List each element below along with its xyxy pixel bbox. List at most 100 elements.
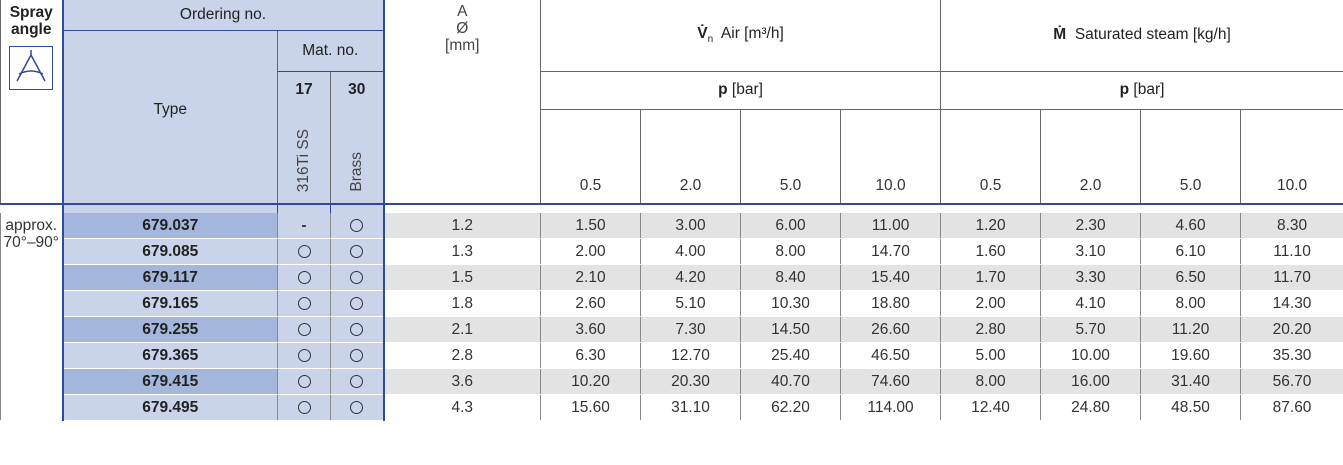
spray-angle-label-line2: angle — [11, 21, 52, 38]
steam-flow-cell: 8.30 — [1240, 213, 1343, 239]
air-flow-cell: 15.60 — [540, 394, 641, 421]
steam-flow-cell: 31.40 — [1140, 368, 1242, 395]
air-flow-cell: 62.20 — [740, 394, 841, 421]
diameter-cell: 3.6 — [383, 368, 541, 395]
air-flow-cell: 3.00 — [640, 213, 741, 239]
angle-line2: 70°–90° — [3, 234, 60, 251]
material-availability-cell — [277, 368, 331, 395]
steam-flow-cell: 4.10 — [1040, 290, 1142, 317]
spray-angle-value: approx. 70°–90° — [0, 213, 63, 421]
spray-angle-label-line1: Spray — [9, 4, 53, 21]
steam-flow-cell: 2.80 — [940, 316, 1042, 343]
mat-17-label-cell: 316Ti SS — [277, 109, 331, 205]
available-circle-icon — [297, 322, 311, 336]
available-circle-icon — [350, 400, 364, 414]
air-flow-cell: 25.40 — [740, 342, 841, 369]
diameter-unit: [mm] — [445, 37, 480, 54]
air-flow-cell: 2.00 — [540, 238, 641, 265]
air-flow-cell: 1.50 — [540, 213, 641, 239]
material-availability-cell — [277, 394, 331, 421]
spray-angle-icon — [9, 46, 54, 90]
steam-p-symbol: p — [1119, 81, 1130, 98]
air-p-symbol: p — [718, 81, 728, 98]
mat-17-label: 316Ti SS — [295, 128, 312, 192]
material-availability-cell — [330, 368, 385, 395]
steam-flow-cell: 3.10 — [1040, 238, 1142, 265]
material-availability-cell — [330, 290, 385, 317]
air-flow-cell: 10.20 — [540, 368, 641, 395]
steam-flow-cell: 35.30 — [1240, 342, 1343, 369]
available-circle-icon — [297, 400, 311, 414]
mat-30-label-cell: Brass — [330, 109, 385, 205]
air-flow-cell: 20.30 — [640, 368, 741, 395]
steam-flow-cell: 56.70 — [1240, 368, 1343, 395]
available-circle-icon — [350, 374, 364, 388]
steam-pressure-1: 2.0 — [1040, 109, 1142, 205]
steam-flow-cell: 14.30 — [1240, 290, 1343, 317]
diameter-header: A Ø [mm] — [383, 0, 541, 205]
steam-flow-cell: 2.30 — [1040, 213, 1142, 239]
air-flow-cell: 4.00 — [640, 238, 741, 265]
type-cell: 679.117 — [61, 264, 278, 291]
steam-flow-cell: 11.70 — [1240, 264, 1343, 291]
air-flow-cell: 31.10 — [640, 394, 741, 421]
type-cell: 679.085 — [61, 238, 278, 265]
available-circle-icon — [350, 270, 364, 284]
diameter-cell: 1.5 — [383, 264, 541, 291]
material-availability-cell — [330, 316, 385, 343]
air-flow-cell: 5.10 — [640, 290, 741, 317]
steam-flow-cell: 1.70 — [940, 264, 1042, 291]
table-row: 679.415 3.6 10.20 20.30 40.70 74.60 8.00 16.00 3… — [1, 368, 1343, 395]
type-header: Type — [61, 30, 278, 205]
material-availability-cell — [277, 342, 331, 369]
available-circle-icon — [350, 296, 364, 310]
steam-flow-cell: 16.00 — [1040, 368, 1142, 395]
steam-flow-cell: 1.20 — [940, 213, 1042, 239]
steam-flow-cell: 6.10 — [1140, 238, 1242, 265]
mat-30-header: 30 — [330, 71, 385, 109]
available-circle-icon — [297, 296, 311, 310]
steam-flow-cell: 87.60 — [1240, 394, 1343, 421]
table-row: 679.165 1.8 2.60 5.10 10.30 18.80 2.00 4.10 8.00… — [1, 290, 1343, 317]
material-availability-cell — [330, 264, 385, 291]
diameter-cell: 4.3 — [383, 394, 541, 421]
air-p-unit: [bar] — [731, 81, 763, 98]
air-pressure-3: 10.0 — [839, 109, 942, 205]
ordering-no-header: Ordering no. — [61, 0, 385, 31]
material-availability-cell: - — [277, 213, 331, 239]
steam-label: Saturated steam [kg/h] — [1074, 26, 1231, 44]
angle-line1: approx. — [5, 217, 58, 234]
material-availability-cell — [277, 290, 331, 317]
table-row: 679.495 4.3 15.60 31.10 62.20 114.00 12.40 24.8… — [1, 394, 1343, 421]
air-flow-cell: 15.40 — [839, 264, 942, 291]
air-label: Air [m³/h] — [720, 25, 784, 43]
steam-flow-cell: 10.00 — [1040, 342, 1142, 369]
type-cell: 679.365 — [61, 342, 278, 369]
steam-flow-header: Ṁ Saturated steam [kg/h] — [940, 0, 1343, 72]
mat-no-header: Mat. no. — [277, 30, 385, 72]
steam-flow-cell: 12.40 — [940, 394, 1042, 421]
steam-flow-cell: 3.30 — [1040, 264, 1142, 291]
material-availability-cell — [277, 238, 331, 265]
air-flow-cell: 12.70 — [640, 342, 741, 369]
available-circle-icon — [297, 244, 311, 258]
type-cell: 679.495 — [61, 394, 278, 421]
air-flow-cell: 4.20 — [640, 264, 741, 291]
available-circle-icon — [297, 348, 311, 362]
table-row: 679.085 1.3 2.00 4.00 8.00 14.70 1.60 3.10 6.10 1… — [1, 238, 1343, 265]
steam-pressure-header: p [bar] — [940, 71, 1343, 110]
air-flow-cell: 8.40 — [740, 264, 841, 291]
air-flow-cell: 114.00 — [839, 394, 942, 421]
nozzle-data-table: Spray angle Ordering no. A Ø [mm] — [0, 0, 1343, 421]
air-pressure-header: p [bar] — [539, 71, 942, 110]
air-flow-cell: 6.00 — [740, 213, 841, 239]
air-flow-cell: 11.00 — [839, 213, 942, 239]
table-row: approx. 70°–90° 679.037-1.2 1.50 3.00 6.00 11.… — [0, 213, 1343, 421]
material-availability-cell — [277, 316, 331, 343]
available-circle-icon — [350, 244, 364, 258]
air-flow-header: V̇n Air [m³/h] — [539, 0, 942, 72]
air-symbol: V̇ — [697, 25, 708, 43]
air-flow-cell: 14.50 — [740, 316, 841, 343]
type-cell: 679.037 — [61, 213, 278, 239]
mat-17-header: 17 — [277, 71, 331, 109]
